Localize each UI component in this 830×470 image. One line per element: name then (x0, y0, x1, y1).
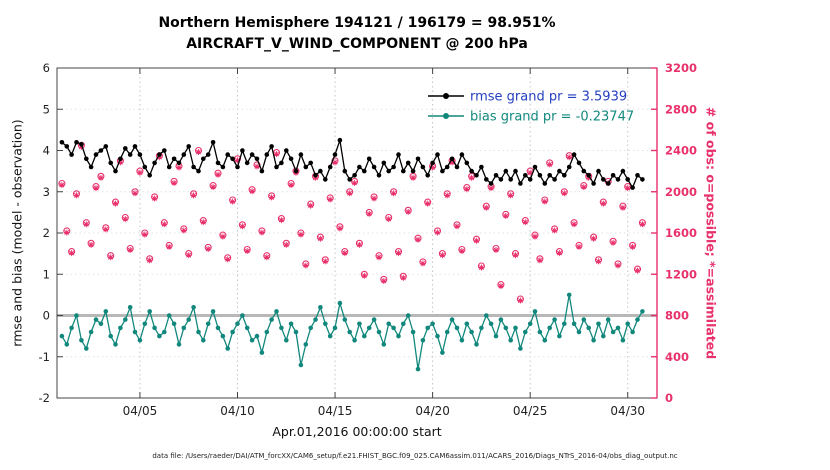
svg-text:-2: -2 (39, 391, 50, 405)
legend: rmse grand pr = 3.5939 bias grand pr = -0… (428, 90, 634, 125)
obs-assimilated-markers (58, 143, 646, 304)
rmse-series (59, 137, 645, 190)
left-axis-label: rmse and bias (model - observation) (9, 119, 25, 347)
svg-text:04/10: 04/10 (220, 404, 255, 418)
grid-lines (57, 68, 657, 398)
svg-text:0: 0 (665, 391, 673, 405)
svg-text:1600: 1600 (665, 226, 697, 240)
svg-text:800: 800 (665, 309, 689, 323)
chart-title-line1: Northern Hemisphere 194121 / 196179 = 98… (158, 15, 556, 31)
svg-text:3: 3 (43, 185, 50, 199)
svg-text:rmse grand pr = 3.5939: rmse grand pr = 3.5939 (470, 90, 627, 105)
svg-text:04/25: 04/25 (513, 404, 548, 418)
svg-text:2000: 2000 (665, 185, 697, 199)
svg-text:-1: -1 (39, 350, 50, 364)
svg-text:04/20: 04/20 (415, 404, 450, 418)
svg-text:04/15: 04/15 (318, 404, 353, 418)
svg-text:0: 0 (43, 309, 50, 323)
svg-text:04/30: 04/30 (610, 404, 645, 418)
right-axis-label: # of obs: o=possible; *=assimilated (703, 106, 719, 360)
svg-text:400: 400 (665, 350, 689, 364)
svg-text:1200: 1200 (665, 267, 697, 281)
svg-text:04/05: 04/05 (123, 404, 158, 418)
svg-text:bias grand pr = -0.23747: bias grand pr = -0.23747 (470, 110, 634, 125)
svg-text:6: 6 (43, 61, 50, 75)
svg-text:1: 1 (43, 267, 50, 281)
bias-series (59, 292, 645, 372)
axes: -2 -1 0 1 2 3 4 5 6 0 400 800 1200 1600 2000 2400 2800 32… (39, 61, 697, 418)
data-file-caption: data file: /Users/raeder/DAI/ATM_forcXX/… (152, 452, 678, 460)
chart-title-line2: AIRCRAFT_V_WIND_COMPONENT @ 200 hPa (186, 36, 528, 52)
svg-text:2800: 2800 (665, 102, 697, 116)
svg-text:2400: 2400 (665, 144, 697, 158)
svg-text:3200: 3200 (665, 61, 697, 75)
x-axis-label: Apr.01,2016 00:00:00 start (272, 424, 442, 439)
svg-text:5: 5 (43, 102, 50, 116)
svg-text:4: 4 (43, 144, 50, 158)
svg-text:2: 2 (43, 226, 50, 240)
